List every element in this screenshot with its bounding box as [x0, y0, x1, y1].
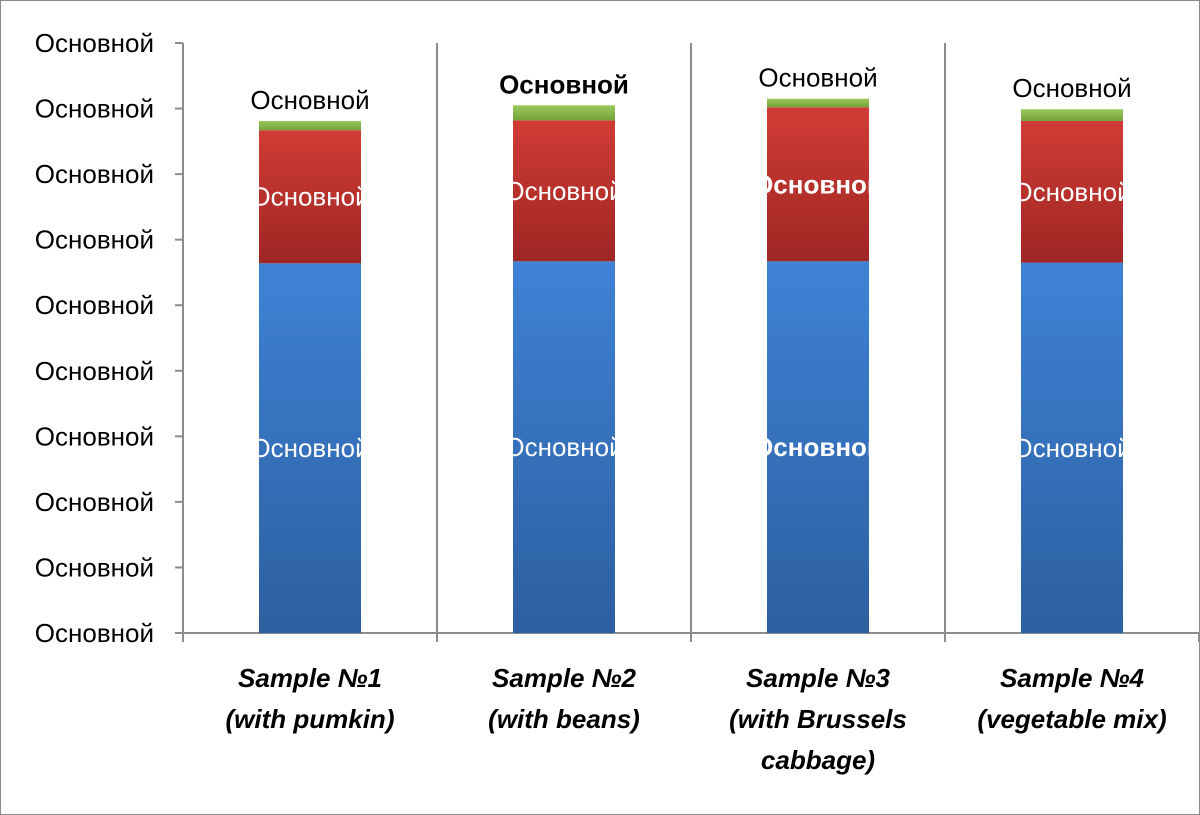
- y-tick-label-2: Основной: [35, 487, 154, 517]
- y-tick-label-4: Основной: [35, 356, 154, 386]
- data-label-s2-c2: Основной: [504, 176, 623, 206]
- y-tick-label-6: Основной: [35, 225, 154, 255]
- data-label-s1-c1: Основной: [250, 433, 369, 463]
- bar-s3-c3: [767, 98, 869, 108]
- bar-s1-c2: [513, 261, 615, 633]
- category-label-3-line-2: (with Brussels: [729, 704, 907, 734]
- data-label-s1-c2: Основной: [504, 432, 623, 462]
- bar-s1-c4: [1021, 262, 1123, 633]
- category-label-3-line-1: Sample №3: [746, 663, 891, 693]
- bar-s3-c4: [1021, 109, 1123, 122]
- data-label-s1-c4: Основной: [1012, 433, 1131, 463]
- y-tick-label-5: Основной: [35, 290, 154, 320]
- data-label-s3-c4: Основной: [1012, 73, 1131, 103]
- data-label-s2-c3: Основной: [753, 169, 883, 199]
- data-label-s2-c4: Основной: [1012, 177, 1131, 207]
- category-label-3-line-3: cabbage): [761, 745, 875, 775]
- bar-s2-c3: [767, 107, 869, 262]
- data-label-s3-c1: Основной: [250, 85, 369, 115]
- category-label-4-line-2: (vegetable mix): [977, 704, 1166, 734]
- y-tick-label-1: Основной: [35, 552, 154, 582]
- bars: [259, 98, 1123, 633]
- data-label-s2-c1: Основной: [250, 182, 369, 212]
- labels: Основной Основной Основной Sample №1 (with p…: [226, 63, 1167, 775]
- axes: Основной Основной Основной Основной Основной…: [35, 28, 1199, 648]
- bar-s2-c1: [259, 130, 361, 264]
- data-label-s1-c3: Основной: [753, 432, 883, 462]
- category-label-2-line-2: (with beans): [488, 704, 640, 734]
- bar-s3-c1: [259, 121, 361, 131]
- y-tick-label-3: Основной: [35, 421, 154, 451]
- y-tick-label-0: Основной: [35, 618, 154, 648]
- bar-s1-c1: [259, 263, 361, 633]
- bar-s3-c2: [513, 105, 615, 121]
- y-tick-label-9: Основной: [35, 28, 154, 58]
- category-label-4-line-1: Sample №4: [1000, 663, 1145, 693]
- data-label-s3-c3: Основной: [758, 63, 877, 93]
- category-label-1-line-1: Sample №1: [238, 663, 382, 693]
- bar-s2-c2: [513, 120, 615, 262]
- category-label-2-line-1: Sample №2: [492, 663, 637, 693]
- category-label-1-line-2: (with pumkin): [226, 704, 395, 734]
- y-tick-label-8: Основной: [35, 94, 154, 124]
- bar-s2-c4: [1021, 121, 1123, 263]
- y-tick-label-7: Основной: [35, 159, 154, 189]
- bar-s1-c3: [767, 261, 869, 633]
- data-label-s3-c2: Основной: [499, 69, 629, 99]
- gridlines: [436, 43, 946, 633]
